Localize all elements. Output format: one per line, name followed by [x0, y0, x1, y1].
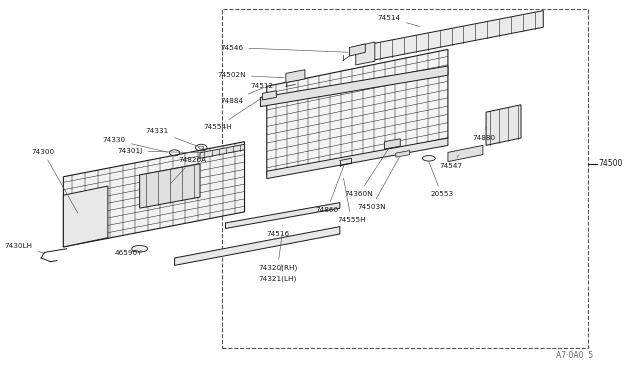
- Text: 74554H: 74554H: [204, 98, 261, 130]
- Polygon shape: [267, 138, 448, 179]
- Text: 74500: 74500: [598, 159, 623, 169]
- Text: 74300: 74300: [31, 149, 78, 213]
- Polygon shape: [140, 164, 200, 208]
- Text: A7·0A0  5: A7·0A0 5: [556, 350, 593, 359]
- Text: 74826A: 74826A: [170, 157, 207, 184]
- Polygon shape: [486, 105, 521, 145]
- Ellipse shape: [132, 246, 148, 252]
- Text: 74880: 74880: [472, 127, 496, 141]
- Polygon shape: [267, 49, 448, 175]
- Polygon shape: [200, 144, 244, 158]
- Polygon shape: [175, 227, 340, 265]
- Ellipse shape: [422, 155, 435, 161]
- Text: 74516: 74516: [266, 225, 289, 237]
- Text: 20553: 20553: [429, 161, 453, 197]
- Polygon shape: [356, 42, 375, 65]
- Text: 74512: 74512: [251, 83, 276, 94]
- Polygon shape: [63, 142, 244, 247]
- Text: 74502N: 74502N: [218, 72, 284, 78]
- Text: 74546: 74546: [220, 45, 348, 52]
- Polygon shape: [225, 203, 340, 228]
- Polygon shape: [286, 70, 305, 83]
- Polygon shape: [262, 91, 276, 100]
- Polygon shape: [260, 66, 448, 107]
- Text: 74514: 74514: [378, 15, 420, 26]
- Polygon shape: [63, 186, 108, 247]
- Text: 74320(RH): 74320(RH): [258, 233, 297, 271]
- Bar: [222, 9, 588, 349]
- Text: 74321(LH): 74321(LH): [259, 264, 297, 282]
- Polygon shape: [372, 11, 543, 61]
- Polygon shape: [448, 145, 483, 161]
- Polygon shape: [385, 139, 400, 149]
- Text: 74503N: 74503N: [357, 157, 399, 210]
- Text: 74330: 74330: [102, 137, 168, 152]
- Text: 74331: 74331: [146, 128, 198, 147]
- Text: 74884: 74884: [220, 87, 264, 104]
- Text: 7430LH: 7430LH: [5, 243, 45, 253]
- Text: 46590Y: 46590Y: [115, 250, 143, 256]
- Text: 74547: 74547: [440, 155, 463, 169]
- Polygon shape: [349, 44, 365, 56]
- Text: 74301J: 74301J: [118, 148, 200, 154]
- Text: 74555H: 74555H: [337, 179, 365, 223]
- Text: 74360N: 74360N: [344, 148, 389, 197]
- Polygon shape: [396, 151, 410, 157]
- Text: 74860: 74860: [316, 165, 344, 213]
